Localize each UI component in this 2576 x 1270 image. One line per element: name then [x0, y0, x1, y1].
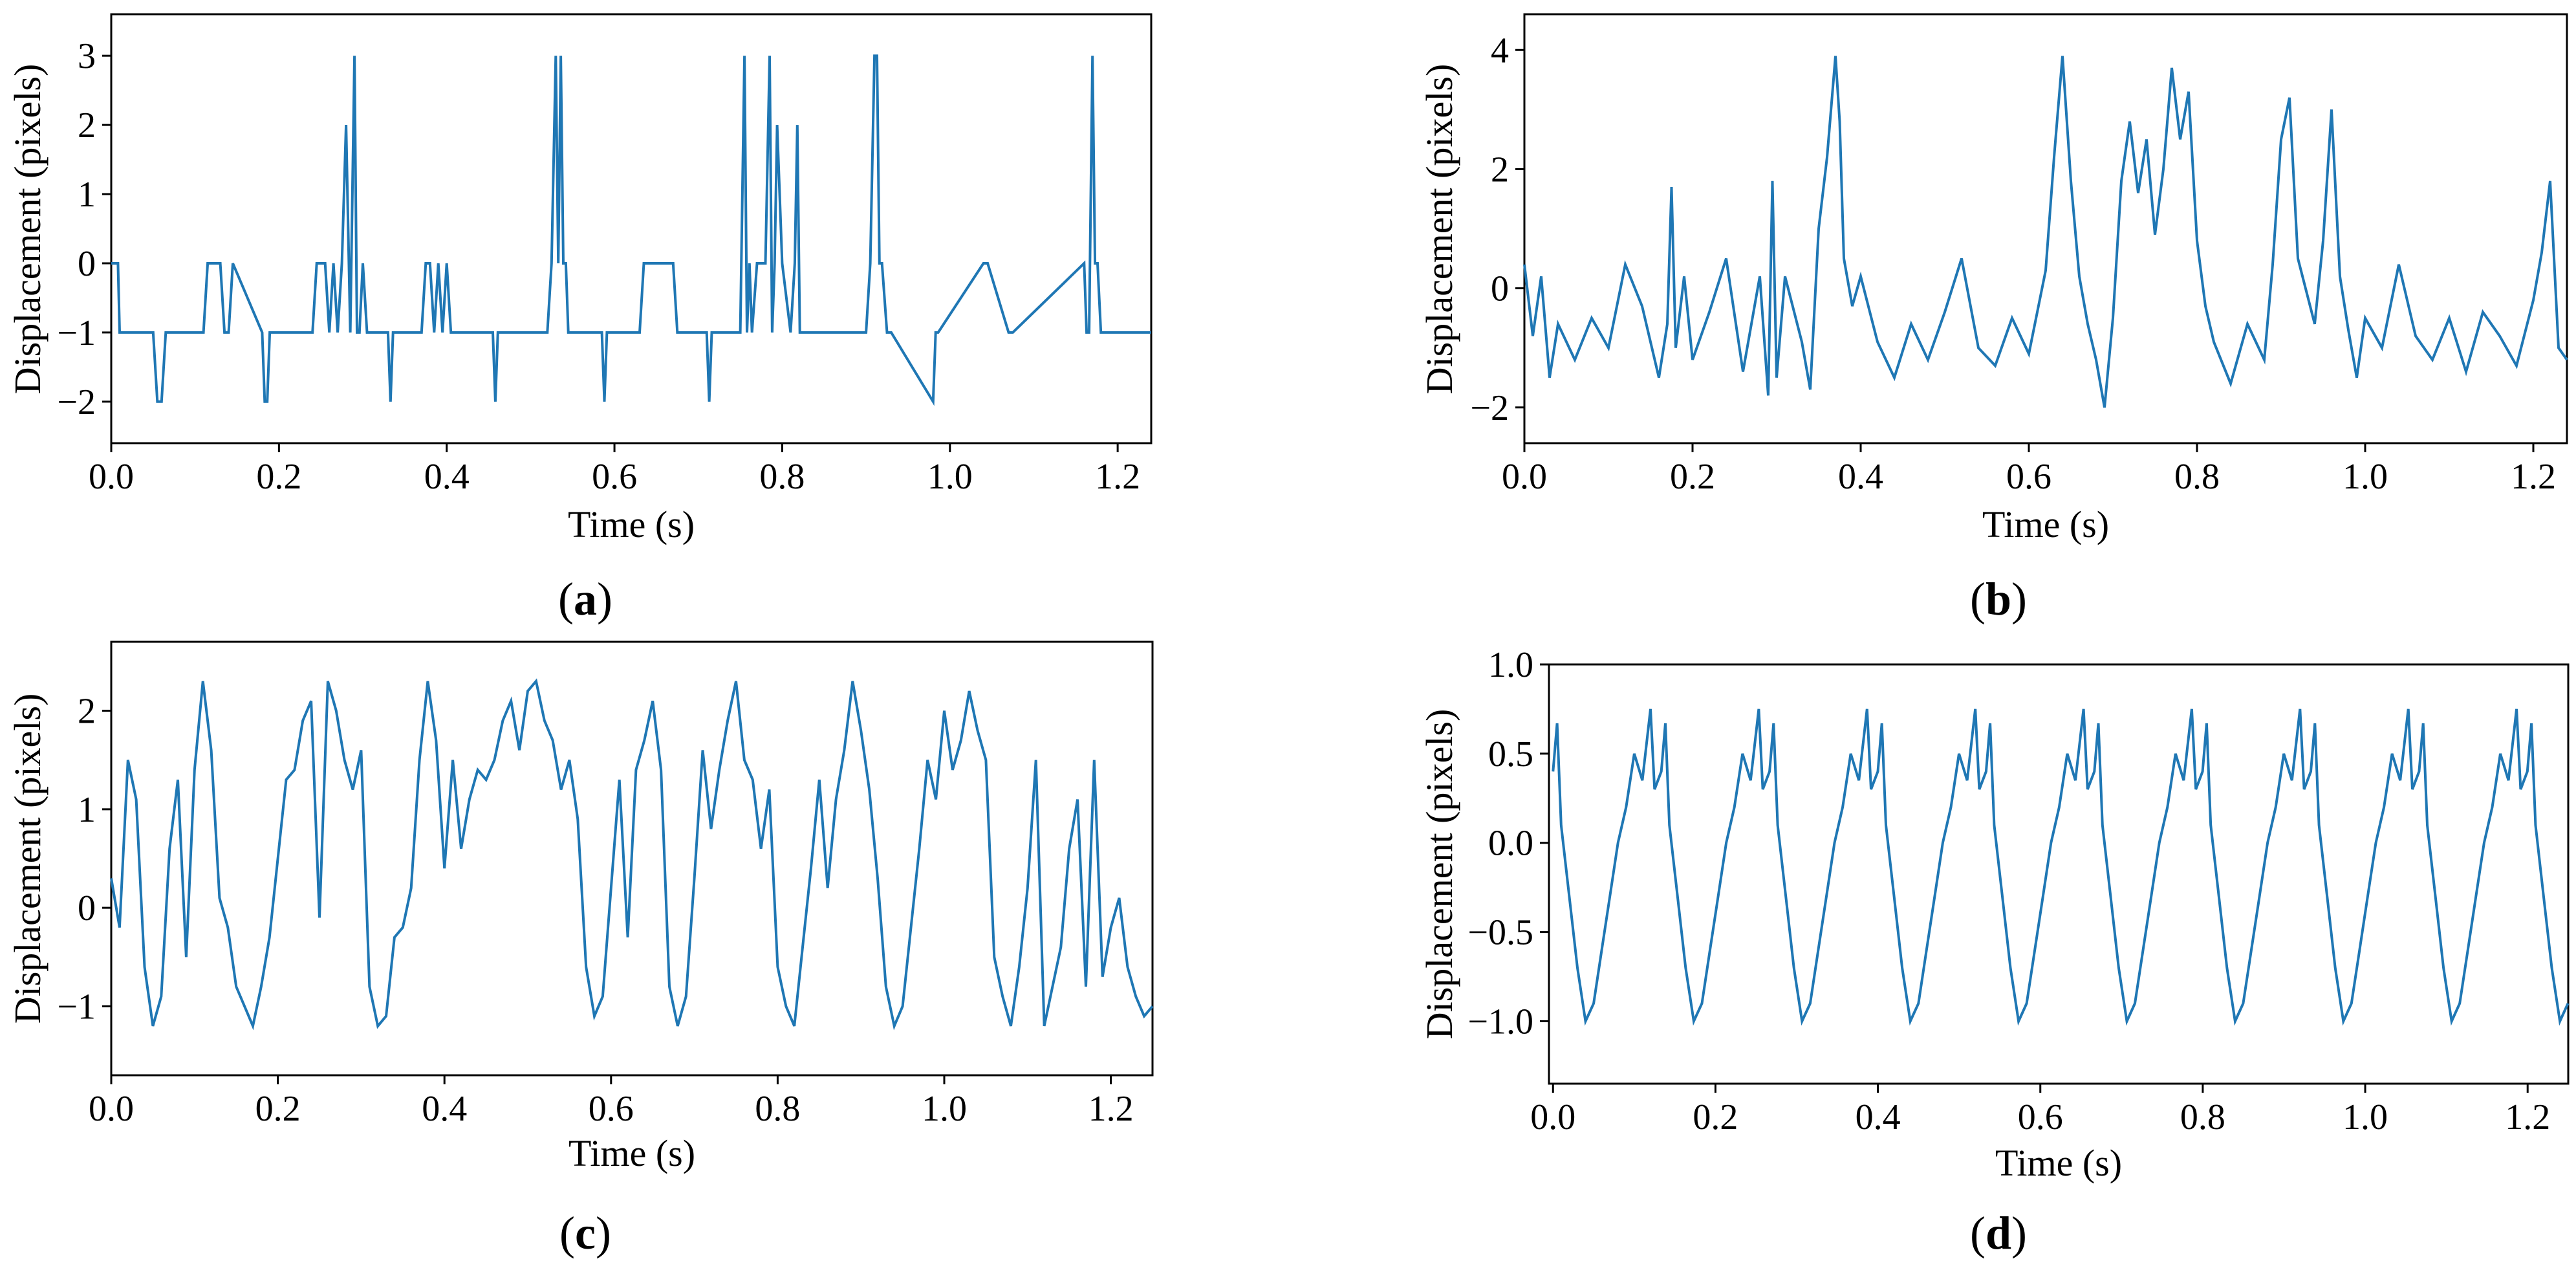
data-line [1552, 708, 2570, 1026]
y-tick-label: 0.0 [1488, 824, 1533, 864]
x-axis-label: Time (s) [568, 503, 695, 545]
x-tick-label: 0.6 [2006, 457, 2051, 497]
data-line [110, 678, 1154, 1031]
y-tick-label: 1.0 [1488, 645, 1533, 685]
y-axis: −2 0 2 4 [1470, 30, 1524, 428]
x-tick-label: 0.0 [89, 1089, 134, 1129]
x-tick-label: 0.2 [256, 457, 301, 497]
x-tick-label: 0.4 [422, 1089, 467, 1129]
x-axis-label: Time (s) [568, 1132, 695, 1174]
x-tick-label: 0.0 [1502, 457, 1547, 497]
x-axis-label: Time (s) [1982, 503, 2109, 545]
x-tick-label: 1.0 [2343, 1097, 2388, 1137]
plot-frame [1548, 663, 2570, 1085]
panel-caption: (b) [1970, 573, 2027, 625]
y-tick-label: −1 [57, 987, 96, 1027]
x-tick-label: 0.2 [255, 1089, 301, 1129]
x-tick-label: 1.2 [2505, 1097, 2550, 1137]
y-tick-label: 2 [78, 105, 96, 146]
x-tick-label: 0.0 [1530, 1097, 1575, 1137]
x-tick-label: 0.4 [1856, 1097, 1901, 1137]
x-axis-label: Time (s) [1995, 1142, 2122, 1184]
x-tick-label: 0.8 [755, 1089, 800, 1129]
panel-c: −1 0 1 2 0.0 0.2 0.4 0.6 0.8 1.0 1.2 Time (s) Dis… [6, 640, 1154, 1259]
y-tick-label: 3 [78, 36, 96, 76]
y-axis: −1.0 −0.5 0.0 0.5 1.0 [1467, 645, 1549, 1042]
x-tick-label: 1.2 [2511, 457, 2556, 497]
x-tick-label: 1.0 [922, 1089, 967, 1129]
y-tick-label: 1 [78, 175, 96, 215]
panel-caption: (a) [558, 573, 612, 625]
y-axis-label: Displacement (pixels) [1418, 709, 1460, 1040]
x-tick-label: 1.0 [927, 457, 973, 497]
y-tick-label: 0 [1491, 269, 1509, 309]
x-axis: 0.0 0.2 0.4 0.6 0.8 1.0 1.2 [1530, 1084, 2550, 1137]
x-tick-label: 0.8 [2174, 457, 2220, 497]
y-axis-label: Displacement (pixels) [6, 694, 49, 1024]
y-axis: −2 −1 0 1 2 3 [57, 36, 111, 422]
x-tick-label: 0.2 [1670, 457, 1715, 497]
y-tick-label: −0.5 [1467, 913, 1533, 953]
plot-frame [110, 13, 1153, 444]
x-tick-label: 0.2 [1693, 1097, 1738, 1137]
y-tick-label: 2 [1491, 149, 1509, 190]
y-axis-label: Displacement (pixels) [6, 64, 49, 395]
x-tick-label: 0.8 [759, 457, 805, 497]
panel-caption: (c) [559, 1207, 611, 1259]
x-tick-label: 1.0 [2343, 457, 2388, 497]
x-axis: 0.0 0.2 0.4 0.6 0.8 1.0 1.2 [89, 443, 1140, 497]
y-tick-label: 2 [78, 692, 96, 732]
x-tick-label: 0.0 [89, 457, 134, 497]
x-axis: 0.0 0.2 0.4 0.6 0.8 1.0 1.2 [89, 1075, 1134, 1129]
x-tick-label: 0.6 [2018, 1097, 2063, 1137]
y-tick-label: −1 [57, 313, 96, 353]
x-tick-label: 0.4 [424, 457, 470, 497]
y-axis-label: Displacement (pixels) [1418, 64, 1460, 395]
y-tick-label: 0 [78, 888, 96, 928]
y-tick-label: −1.0 [1467, 1002, 1533, 1042]
x-tick-label: 0.4 [1838, 457, 1883, 497]
x-tick-label: 1.2 [1088, 1089, 1134, 1129]
x-tick-label: 0.6 [589, 1089, 634, 1129]
panel-d: −1.0−0.50.00.51.0 0.0 0.2 0.4 0.6 0.8 1.0 1.2 … [1418, 645, 2570, 1259]
panel-b: −2 0 2 4 0.0 0.2 0.4 0.6 0.8 1.0 1.2 Time (s) Dis… [1418, 13, 2568, 625]
y-axis: −1 0 1 2 [57, 692, 111, 1027]
y-tick-label: −2 [1470, 388, 1509, 428]
y-tick-label: −2 [57, 382, 96, 422]
data-line [111, 54, 1151, 406]
y-tick-label: 0 [78, 244, 96, 284]
plot-frame [1523, 13, 2568, 444]
y-tick-label: 1 [78, 790, 96, 830]
y-tick-label: 4 [1491, 30, 1509, 71]
x-tick-label: 0.6 [592, 457, 637, 497]
data-line [1523, 56, 2568, 408]
x-axis: 0.0 0.2 0.4 0.6 0.8 1.0 1.2 [1502, 443, 2556, 497]
plot-frame [110, 640, 1154, 1077]
panel-caption: (d) [1970, 1207, 2027, 1259]
x-tick-label: 1.2 [1095, 457, 1140, 497]
x-tick-label: 0.8 [2180, 1097, 2225, 1137]
y-tick-label: 0.5 [1488, 734, 1533, 774]
